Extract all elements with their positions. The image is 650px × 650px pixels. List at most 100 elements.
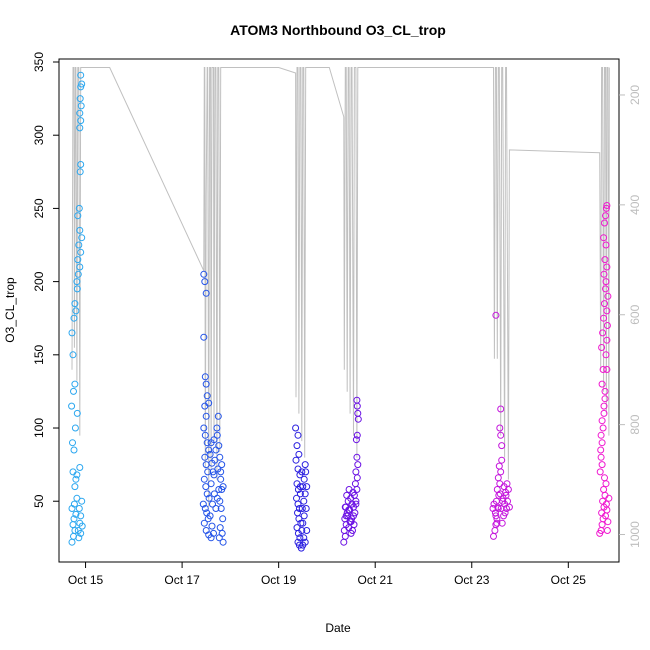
data-point-series-6	[604, 518, 612, 526]
data-point-series-6	[602, 351, 610, 359]
data-point-series-5	[493, 486, 501, 493]
data-point-series-5	[498, 519, 506, 527]
data-point-series-4	[353, 453, 361, 461]
data-point-series-6	[596, 468, 604, 476]
y-tick-label: 300	[32, 125, 46, 145]
x-tick-label: Oct 23	[454, 573, 490, 587]
data-point-series-1	[76, 263, 84, 271]
data-point-series-1	[75, 505, 83, 512]
data-point-series-1	[70, 446, 78, 454]
data-point-series-3	[299, 519, 307, 527]
data-point-series-2	[202, 483, 210, 491]
data-point-series-1	[69, 521, 77, 529]
data-point-series-4	[350, 491, 358, 499]
data-point-series-1	[72, 475, 80, 483]
data-point-series-2	[200, 333, 208, 341]
data-point-series-4	[340, 538, 348, 546]
data-point-series-4	[349, 527, 356, 534]
data-point-series-2	[217, 505, 225, 512]
data-point-series-5	[492, 311, 500, 319]
data-point-series-1	[70, 500, 78, 508]
data-point-series-2	[201, 373, 209, 381]
data-point-series-2	[213, 424, 221, 432]
data-point-series-4	[350, 512, 357, 520]
data-point-series-1	[73, 278, 81, 286]
data-point-series-5	[494, 474, 502, 482]
data-point-series-5	[496, 424, 504, 432]
data-point-series-6	[598, 417, 606, 425]
data-point-series-3	[298, 505, 306, 512]
data-point-series-5	[503, 480, 511, 488]
data-point-series-2	[217, 475, 225, 483]
x-tick-label: Oct 21	[358, 573, 394, 587]
data-point-series-2	[215, 486, 223, 493]
data-point-series-3	[300, 475, 308, 483]
data-point-series-3	[296, 534, 304, 542]
data-point-series-3	[300, 534, 308, 542]
data-point-series-6	[602, 241, 610, 249]
data-point-series-4	[352, 500, 360, 508]
x-tick-label: Oct 15	[68, 573, 104, 587]
data-point-series-1	[70, 387, 77, 395]
data-point-series-2	[208, 459, 216, 467]
data-point-series-6	[600, 270, 608, 278]
data-point-series-1	[74, 256, 82, 264]
data-point-series-6	[597, 453, 605, 461]
data-point-series-1	[76, 124, 84, 132]
data-point-series-3	[303, 483, 311, 491]
data-point-series-1	[71, 380, 79, 388]
data-point-series-2	[203, 392, 211, 400]
data-point-series-2	[202, 380, 210, 388]
data-point-series-3	[301, 490, 309, 498]
data-point-series-5	[493, 519, 501, 527]
data-point-series-2	[217, 468, 225, 476]
data-point-series-1	[78, 234, 86, 242]
data-point-series-5	[498, 456, 506, 464]
data-point-series-2	[216, 524, 224, 532]
data-point-series-1	[75, 241, 83, 249]
data-point-series-1	[68, 329, 76, 337]
x-tick-label: Oct 19	[261, 573, 297, 587]
data-point-series-1	[77, 512, 85, 520]
data-point-series-2	[201, 278, 209, 286]
data-point-series-2	[206, 450, 214, 458]
data-point-series-2	[201, 431, 209, 439]
data-point-series-3	[294, 431, 302, 439]
data-point-series-2	[200, 424, 208, 432]
data-point-series-6	[603, 527, 611, 534]
data-point-series-2	[207, 439, 215, 447]
data-point-series-6	[597, 446, 605, 454]
data-point-series-6	[603, 366, 611, 373]
data-point-series-5	[501, 509, 509, 517]
data-point-series-6	[600, 314, 608, 322]
data-point-series-6	[603, 307, 611, 315]
data-point-series-3	[296, 490, 304, 498]
data-point-series-6	[601, 387, 609, 395]
data-point-series-2	[216, 453, 224, 461]
data-point-series-1	[68, 402, 76, 410]
y2-tick-label: 600	[628, 304, 642, 324]
data-point-series-2	[203, 439, 211, 447]
data-point-series-1	[78, 497, 86, 505]
data-point-series-1	[77, 248, 85, 256]
data-point-series-6	[602, 285, 609, 293]
y-tick-label: 200	[32, 271, 46, 291]
data-point-series-6	[601, 474, 608, 482]
data-point-series-3	[301, 538, 309, 546]
data-point-series-1	[70, 314, 78, 322]
data-point-series-4	[354, 461, 362, 469]
data-point-series-3	[303, 527, 311, 534]
data-point-series-2	[214, 412, 222, 420]
y-tick-label: 350	[32, 52, 46, 72]
data-point-series-4	[353, 474, 361, 482]
data-point-series-3	[298, 468, 306, 476]
data-point-series-3	[292, 456, 300, 464]
data-point-series-1	[76, 168, 84, 176]
data-point-series-3	[292, 424, 300, 432]
data-point-series-1	[71, 300, 79, 308]
data-point-series-6	[602, 212, 609, 220]
data-point-series-6	[601, 256, 609, 264]
y2-tick-label: 200	[628, 85, 642, 105]
data-point-series-1	[75, 534, 83, 542]
